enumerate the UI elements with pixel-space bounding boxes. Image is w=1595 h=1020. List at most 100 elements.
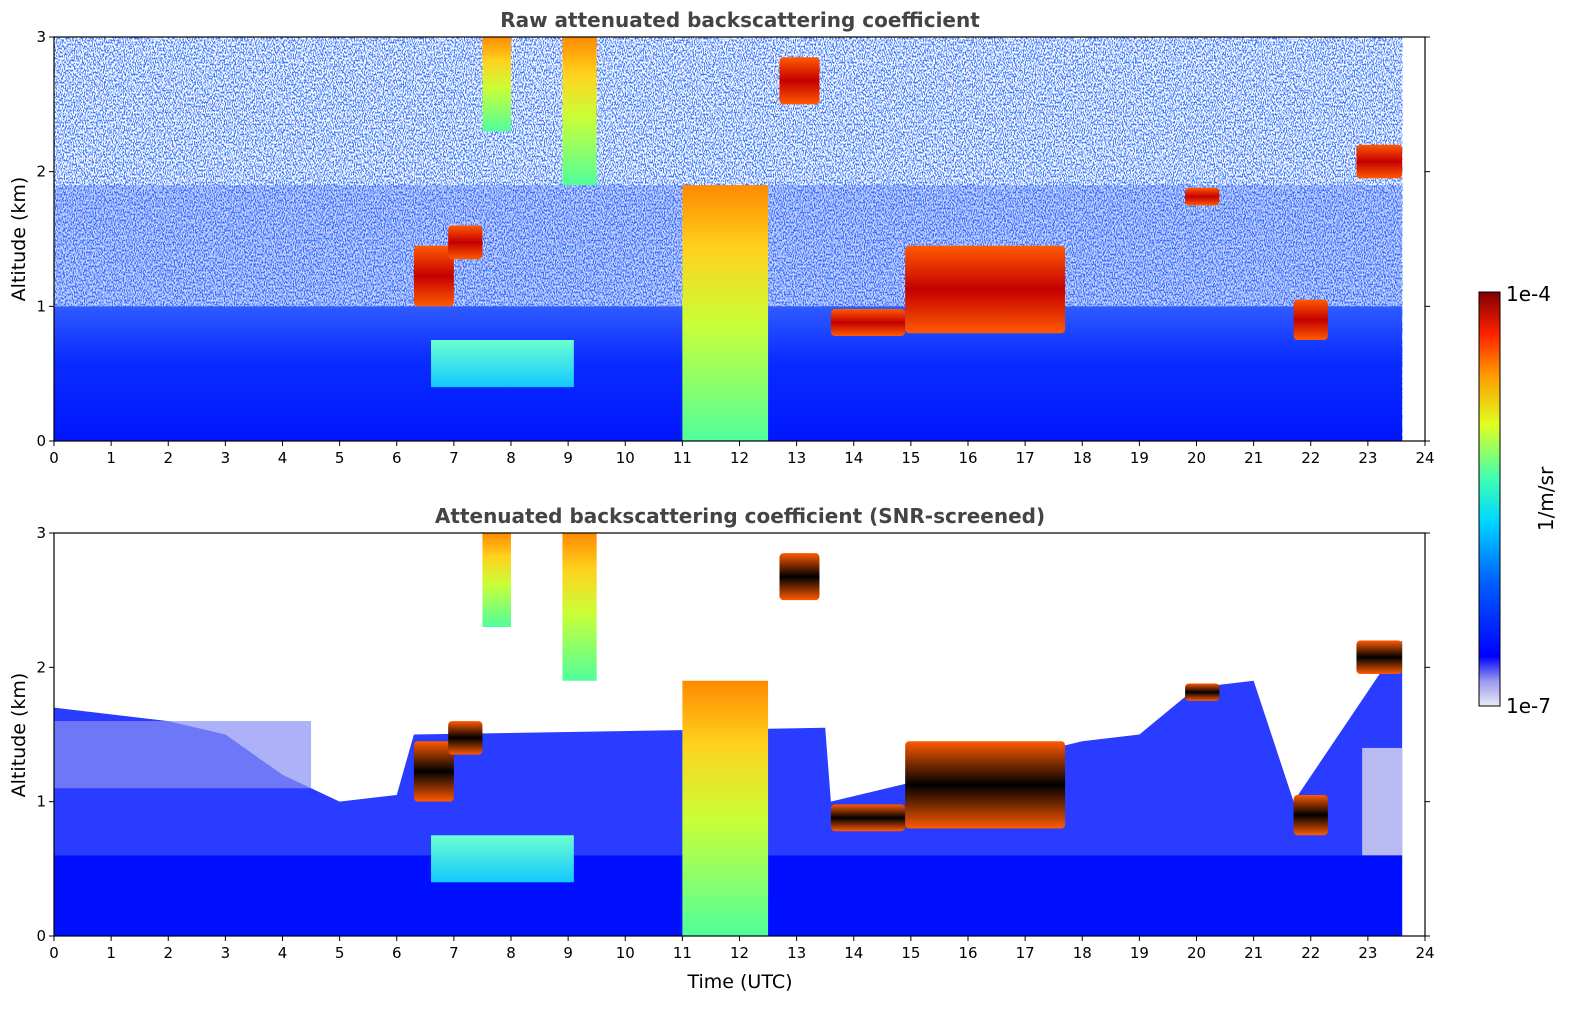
panel-2-plot-area [54,533,1403,936]
panel-2-xtick-label-6: 6 [392,944,402,962]
raw-feature-precipitation-2 [682,185,769,441]
panel-2-xtick-label-12: 12 [730,944,749,962]
panel-1-xtick-label-4: 4 [278,449,288,467]
panel-2-title: Attenuated backscattering coefficient (S… [435,504,1045,528]
panel-2-xtick-label-14: 14 [844,944,863,962]
raw-feature-cloud-10 [1185,187,1220,206]
raw-feature-precipitation-3 [482,37,511,132]
panel-2-ytick-label-2: 2 [36,658,46,676]
panel-1-xtick-label-6: 6 [392,449,402,467]
panel-2-xtick-label-22: 22 [1301,944,1320,962]
panel-1-ytick-label-2: 2 [36,163,46,181]
raw-feature-cloud-12 [1356,144,1403,179]
screened-feature-cloud-7 [830,804,906,832]
panel-1-xtick-label-5: 5 [335,449,345,467]
panel-1-xtick-label-24: 24 [1415,449,1434,467]
screened-feature-cloud-12 [1356,640,1403,675]
raw-feature-cloud-7 [830,309,906,336]
screened-feature-precipitation-3 [482,533,511,628]
panel-1-title: Raw attenuated backscattering coefficien… [500,8,980,32]
raw-feature-cloud-11 [1293,299,1328,340]
panel-1-xtick-label-7: 7 [449,449,459,467]
panel-1-plot-area [54,37,1403,441]
panel-2-xtick-label-7: 7 [449,944,459,962]
raw-feature-cloud-5 [413,245,454,307]
panel-1-xtick-label-19: 19 [1130,449,1149,467]
screened-feature-aerosol-layer-1 [431,835,574,883]
raw-feature-precipitation-4 [562,37,597,186]
panel-2-xtick-label-15: 15 [901,944,920,962]
panel-2-xtick-label-16: 16 [958,944,977,962]
panel-2-xtick-label-20: 20 [1187,944,1206,962]
panel-2-xtick-label-10: 10 [616,944,635,962]
panel-2-xtick-label-8: 8 [506,944,516,962]
raw-feature-aerosol-layer-1 [431,340,574,388]
panel-2-xtick-label-13: 13 [787,944,806,962]
screened-feature-precipitation-4 [562,533,597,681]
panel-1-ylabel: Altitude (km) [8,177,30,302]
raw-feature-cloud-9 [779,57,820,105]
colorbar-min-label: 1e-7 [1506,694,1551,718]
panel-1-xtick-label-12: 12 [730,449,749,467]
panel-2-axes: 0 1 2 3 4 5 6 7 8 9 10 11 12 13 14 15 16 17 18 19 20 21 22 23 24… [36,524,1434,962]
panel-2-ylabel: Altitude (km) [8,673,30,798]
panel-2-xlabel: Time (UTC) [686,971,792,993]
screened-feature-cloud-5 [413,741,454,802]
panel-2-xtick-label-23: 23 [1358,944,1377,962]
panel-2-xtick-label-1: 1 [106,944,116,962]
colorbar-gradient [1478,291,1501,707]
panel-1-xtick-label-10: 10 [616,449,635,467]
panel-1-ytick-label-1: 1 [36,297,46,315]
screened-weak-signal-left [54,721,312,789]
panel-1-xtick-label-18: 18 [1073,449,1092,467]
colorbar-unit-label: 1/m/sr [1534,466,1558,531]
screened-feature-cloud-6 [448,721,483,755]
panel-2-xtick-label-0: 0 [49,944,59,962]
panel-1-xtick-label-16: 16 [958,449,977,467]
raw-feature-cloud-6 [448,225,483,260]
panel-2-xtick-label-19: 19 [1130,944,1149,962]
colorbar: 1e-4 1e-7 1/m/sr [1478,282,1558,718]
panel-1-xtick-label-3: 3 [221,449,231,467]
panel-2-xtick-label-2: 2 [163,944,173,962]
panel-2-xtick-label-9: 9 [563,944,573,962]
screened-feature-cloud-10 [1185,683,1220,701]
panel-1-xtick-label-21: 21 [1244,449,1263,467]
panel-1-xtick-label-14: 14 [844,449,863,467]
panel-1-xtick-label-15: 15 [901,449,920,467]
panel-1-xtick-label-9: 9 [563,449,573,467]
panel-2-xtick-label-5: 5 [335,944,345,962]
screened-weak-signal-right [1362,747,1403,856]
raw-feature-cloud-8 [905,245,1066,334]
panel-1-xtick-label-0: 0 [49,449,59,467]
panel-1-ytick-label-3: 3 [36,28,46,46]
panel-2-xtick-label-4: 4 [278,944,288,962]
panel-2-ytick-label-3: 3 [36,524,46,542]
panel-1-xtick-label-2: 2 [163,449,173,467]
panel-1-xtick-label-23: 23 [1358,449,1377,467]
panel-1-xtick-label-8: 8 [506,449,516,467]
panel-1-ytick-label-0: 0 [36,432,46,450]
panel-1-xtick-label-13: 13 [787,449,806,467]
panel-1-xtick-label-17: 17 [1016,449,1035,467]
colorbar-max-label: 1e-4 [1506,282,1551,306]
panel-1-axes: 0 1 2 3 4 5 6 7 8 9 10 11 12 13 14 15 16 17 18 19 20 21 22 23 24… [36,28,1434,467]
raw-backscatter-panel: Raw attenuated backscattering coefficien… [8,8,1435,467]
snr-screened-backscatter-panel: Attenuated backscattering coefficient (S… [8,504,1435,993]
panel-2-xtick-label-18: 18 [1073,944,1092,962]
panel-2-ytick-label-1: 1 [36,793,46,811]
panel-2-xtick-label-11: 11 [673,944,692,962]
screened-feature-cloud-8 [905,741,1066,829]
panel-2-xtick-label-17: 17 [1016,944,1035,962]
panel-1-xtick-label-20: 20 [1187,449,1206,467]
panel-2-xtick-label-21: 21 [1244,944,1263,962]
panel-2-xtick-label-24: 24 [1415,944,1434,962]
screened-feature-cloud-9 [779,553,820,601]
panel-2-ytick-label-0: 0 [36,927,46,945]
panel-1-xtick-label-22: 22 [1301,449,1320,467]
screened-feature-precipitation-2 [682,680,769,936]
panel-1-xtick-label-1: 1 [106,449,116,467]
panel-2-xtick-label-3: 3 [221,944,231,962]
panel-1-xtick-label-11: 11 [673,449,692,467]
